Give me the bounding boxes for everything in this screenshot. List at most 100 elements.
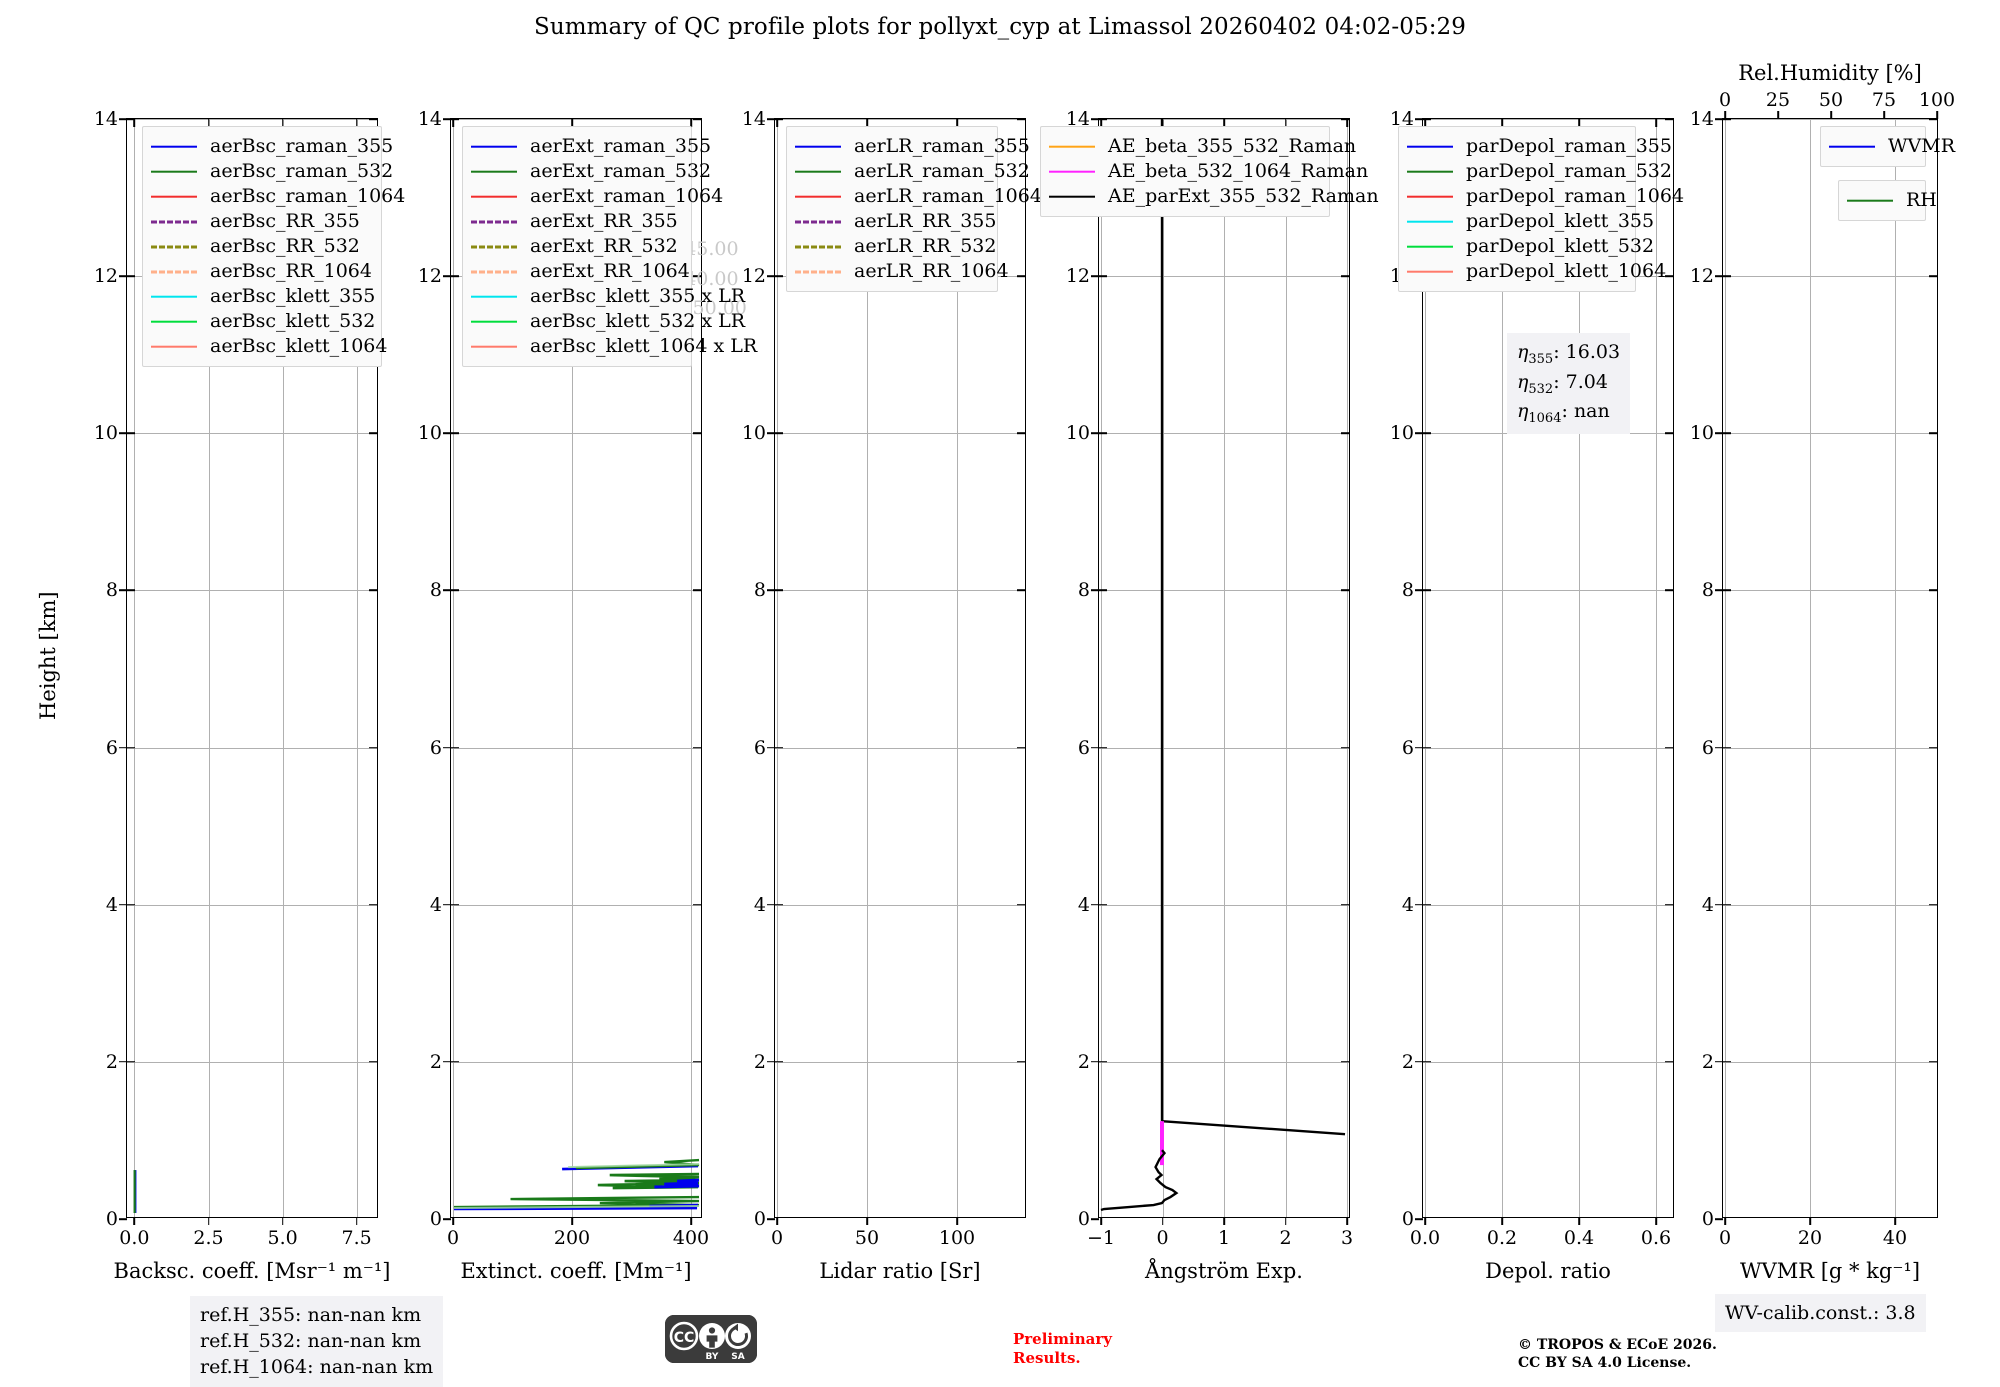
figure-title: Summary of QC profile plots for pollyxt_… <box>533 14 1467 40</box>
legend-item[interactable]: aerExt_raman_532 <box>471 159 711 184</box>
y-tick-label: 10 <box>1689 422 1714 445</box>
legend-item[interactable]: aerBsc_raman_532 <box>151 159 393 184</box>
legend-label: AE_beta_355_532_Raman <box>1108 135 1357 157</box>
legend-item[interactable]: RH <box>1847 188 1937 213</box>
legend-swatch-icon <box>151 341 197 353</box>
legend-item[interactable]: aerBsc_RR_1064 <box>151 259 372 284</box>
legend-item[interactable]: aerExt_RR_355 <box>471 209 681 234</box>
legend-item[interactable]: parDepol_klett_532 <box>1407 234 1654 259</box>
legend-label: aerBsc_klett_355 <box>210 285 376 307</box>
legend-swatch-icon <box>1407 241 1453 253</box>
legend-item[interactable]: aerBsc_klett_532 x LR <box>471 309 745 334</box>
x-tick-label-top: 0 <box>1718 89 1732 111</box>
y-tick-label: 8 <box>105 579 118 602</box>
legend-label: aerExt_raman_1064 <box>530 185 724 207</box>
y-tick-label: 12 <box>93 265 118 288</box>
y-tick-label: 14 <box>741 108 766 130</box>
legend-item[interactable]: aerExt_raman_355 <box>471 134 711 159</box>
legend-item[interactable]: aerBsc_klett_355 x LR <box>471 284 745 309</box>
legend-item[interactable]: aerBsc_klett_1064 x LR <box>471 334 757 359</box>
x-tick-label-top: 100 <box>1918 89 1956 111</box>
legend-item[interactable]: aerBsc_klett_355 <box>151 284 375 309</box>
legend-label: aerLR_raman_355 <box>854 135 1030 157</box>
legend-rh[interactable]: RH <box>1838 180 1937 221</box>
legend-swatch-icon <box>1407 141 1453 153</box>
legend-label: aerBsc_RR_355 <box>210 210 360 232</box>
y-tick-label: 2 <box>753 1050 766 1073</box>
legend-swatch-icon <box>795 166 841 178</box>
panel-wvmr-rh: 0 2 4 6 8 10 12 14 0 20 40 WVMR [g * kg⁻… <box>1690 61 1955 1283</box>
x-axis-label-wvmr: WVMR [g * kg⁻¹] <box>1739 1259 1921 1283</box>
legend-swatch-icon <box>151 266 197 278</box>
legend-item[interactable]: aerBsc_RR_355 <box>151 209 371 234</box>
legend-item[interactable]: aerBsc_raman_355 <box>151 134 393 159</box>
x-tick-label: 0.2 <box>1486 1227 1518 1249</box>
y-tick-label: 14 <box>1065 108 1090 130</box>
legend-depol[interactable]: parDepol_raman_355 parDepol_raman_532 pa… <box>1398 126 1684 292</box>
creative-commons-badge-icon: CC BY SA <box>665 1315 757 1363</box>
y-tick-label: 0 <box>105 1208 118 1230</box>
legend-label: aerExt_raman_532 <box>530 160 712 182</box>
y-tick-label: 10 <box>741 422 766 445</box>
legend-swatch-icon <box>1407 191 1453 203</box>
preliminary-line-1: Preliminary <box>1013 1330 1112 1348</box>
series-angstrom <box>1100 119 1346 1212</box>
legend-swatch-icon <box>1049 166 1095 178</box>
legend-item[interactable]: parDepol_klett_1064 <box>1407 259 1666 284</box>
x-tick-label: 3 <box>1340 1227 1354 1249</box>
legend-item[interactable]: aerLR_raman_1064 <box>795 184 1042 209</box>
legend-item[interactable]: aerLR_RR_1064 <box>795 259 1009 284</box>
legend-swatch-icon <box>795 266 841 278</box>
legend-extinction[interactable]: aerExt_raman_355 aerExt_raman_532 aerExt… <box>462 126 757 367</box>
x-tick-label: 2 <box>1279 1227 1292 1249</box>
legend-label: parDepol_klett_532 <box>1466 235 1655 257</box>
y-tick-label: 0 <box>1701 1208 1714 1230</box>
x-axis-label-angstrom: Ångström Exp. <box>1145 1259 1303 1283</box>
legend-backscatter[interactable]: aerBsc_raman_355 aerBsc_raman_532 aerBsc… <box>142 126 405 367</box>
legend-item[interactable]: parDepol_raman_532 <box>1407 159 1672 184</box>
x-tick-label: 50 <box>854 1227 880 1249</box>
legend-swatch-icon <box>1049 191 1095 203</box>
y-tick-label: 10 <box>417 422 442 445</box>
legend-item[interactable]: aerLR_raman_355 <box>795 134 1030 159</box>
legend-item[interactable]: aerLR_raman_532 <box>795 159 1030 184</box>
plot-area-wvmr <box>1723 119 1937 1217</box>
x-tick-label: 0.4 <box>1563 1227 1595 1249</box>
legend-item[interactable]: aerLR_RR_355 <box>795 209 996 234</box>
legend-angstrom[interactable]: AE_beta_355_532_Raman AE_beta_532_1064_R… <box>1040 126 1379 217</box>
legend-swatch-icon <box>151 166 197 178</box>
legend-item[interactable]: aerExt_RR_1064 <box>471 259 690 284</box>
legend-item[interactable]: AE_parExt_355_532_Raman <box>1049 184 1379 209</box>
legend-item[interactable]: aerBsc_RR_532 <box>151 234 371 259</box>
legend-item[interactable]: aerLR_RR_532 <box>795 234 996 259</box>
legend-label: aerLR_RR_1064 <box>854 260 1009 282</box>
legend-item[interactable]: parDepol_raman_1064 <box>1407 184 1684 209</box>
legend-swatch-icon <box>1407 166 1453 178</box>
legend-item[interactable]: WVMR <box>1829 134 1955 159</box>
legend-item[interactable]: aerExt_RR_532 <box>471 234 681 259</box>
x-tick-label: 0 <box>1718 1227 1732 1249</box>
x-tick-label: 20 <box>1797 1227 1823 1249</box>
legend-item[interactable]: aerBsc_klett_532 <box>151 309 375 334</box>
legend-item[interactable]: aerExt_raman_1064 <box>471 184 723 209</box>
svg-text:BY: BY <box>706 1352 719 1362</box>
x-tick-label: 400 <box>672 1227 710 1249</box>
ref-height-line: ref.H_532: nan-nan km <box>200 1330 422 1353</box>
legend-item[interactable]: aerBsc_klett_1064 <box>151 334 387 359</box>
legend-swatch-icon <box>471 291 517 303</box>
panel-angstrom-exponent: 0 2 4 6 8 10 12 14 −1 0 1 2 3 Ångström E… <box>1066 108 1353 1283</box>
legend-item[interactable]: parDepol_raman_355 <box>1407 134 1672 159</box>
y-tick-label: 8 <box>1401 579 1414 602</box>
legend-item[interactable]: aerBsc_raman_1064 <box>151 184 405 209</box>
legend-item[interactable]: AE_beta_532_1064_Raman <box>1049 159 1368 184</box>
x-tick-label: 1 <box>1217 1227 1231 1249</box>
legend-swatch-icon <box>795 141 841 153</box>
legend-label: aerBsc_RR_532 <box>210 235 360 257</box>
legend-wvmr[interactable]: WVMR <box>1820 126 1955 167</box>
legend-item[interactable]: parDepol_klett_355 <box>1407 209 1654 234</box>
legend-lidar-ratio[interactable]: aerLR_raman_355 aerLR_raman_532 aerLR_ra… <box>786 126 1042 292</box>
legend-item[interactable]: AE_beta_355_532_Raman <box>1049 134 1356 159</box>
y-tick-label: 8 <box>1701 579 1714 602</box>
eta-note-line: η355: 16.03 <box>1517 341 1621 367</box>
